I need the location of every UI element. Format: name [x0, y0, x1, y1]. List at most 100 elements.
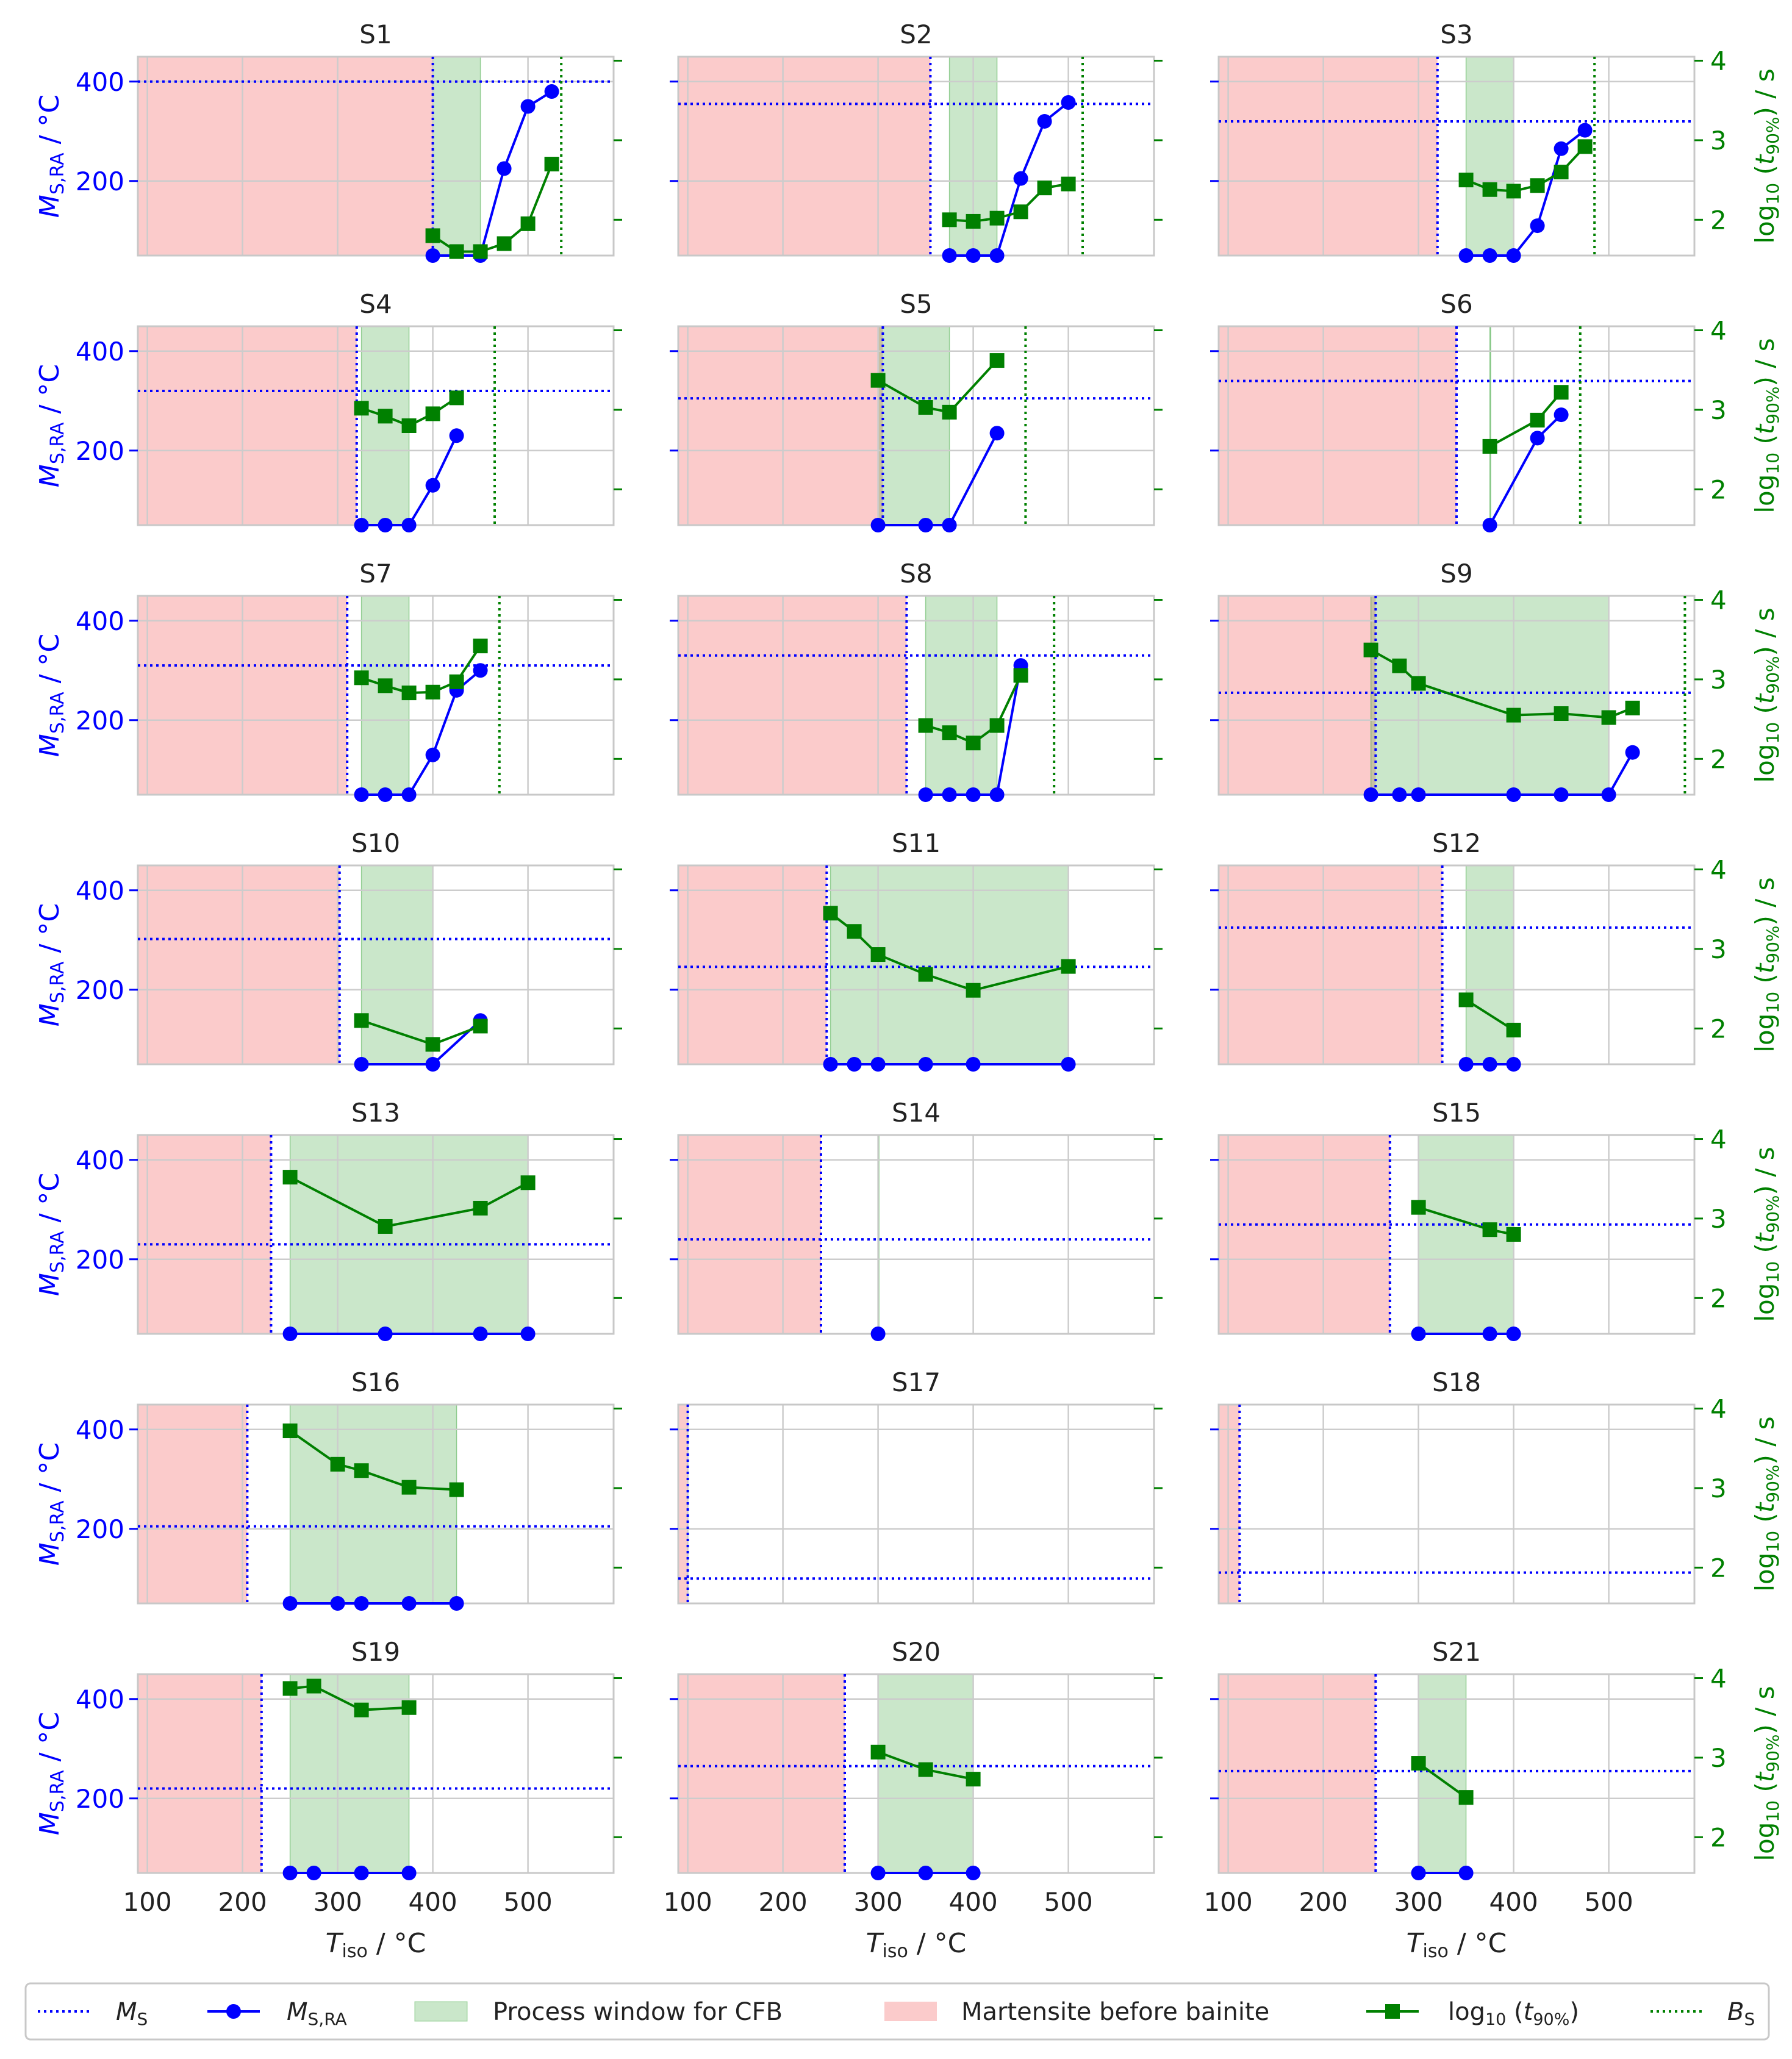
- left-tick-label: 400: [76, 876, 124, 906]
- martensite-region: [1219, 1674, 1376, 1873]
- process-window: [1417, 1134, 1514, 1334]
- axes-frame: [677, 1134, 1155, 1335]
- msra-point: [847, 1057, 862, 1072]
- msra-point: [449, 1596, 464, 1611]
- msra-series-line: [878, 432, 998, 526]
- panel-s8: S8: [670, 559, 1163, 802]
- msra-point: [1458, 1866, 1474, 1880]
- tlog-point: [1458, 173, 1474, 188]
- tlog-point: [918, 967, 933, 982]
- martensite-region: [678, 1674, 845, 1873]
- tlog-point: [1625, 700, 1640, 715]
- left-axis-label: MS,RA / °C: [34, 903, 68, 1026]
- msra-point: [401, 787, 417, 802]
- msra-point: [425, 478, 440, 493]
- tlog-point: [1061, 959, 1076, 974]
- right-tick-label: 3: [1710, 665, 1727, 695]
- martensite-region: [678, 1405, 688, 1603]
- tlog-point: [918, 1762, 933, 1777]
- tlog-point: [870, 373, 886, 388]
- process-window: [360, 595, 410, 795]
- tlog-point: [918, 400, 933, 415]
- msra-point: [1411, 787, 1426, 802]
- tlog-point: [942, 404, 957, 420]
- msra-point: [966, 1866, 981, 1880]
- process-window: [1465, 56, 1514, 256]
- tlog-point: [449, 244, 464, 259]
- left-tick-label: 400: [76, 1145, 124, 1175]
- martensite-region: [138, 57, 433, 256]
- msra-point: [918, 787, 933, 802]
- msra-point: [942, 248, 957, 263]
- tlog-point: [1482, 182, 1497, 197]
- tlog-point: [1530, 412, 1545, 428]
- panel-title: S18: [1432, 1367, 1481, 1397]
- msra-point: [1013, 171, 1028, 186]
- panel-s15: S15 2 3 4 log10 (t90%) / s: [1210, 1098, 1783, 1341]
- x-axis-label: Tiso / °C: [866, 1928, 967, 1962]
- tlog-point: [1411, 676, 1426, 691]
- process-window: [289, 1674, 410, 1874]
- msra-point: [1554, 407, 1569, 423]
- msra-point: [1037, 113, 1052, 129]
- x-tick-label: 100: [1204, 1887, 1253, 1917]
- tlog-point: [1013, 668, 1028, 683]
- right-tick-label: 2: [1710, 744, 1727, 774]
- msra-point: [425, 248, 440, 263]
- tlog-point: [1482, 439, 1497, 454]
- axes-frame: [137, 56, 615, 257]
- x-tick-label: 300: [314, 1887, 362, 1917]
- right-tick-label: 2: [1710, 205, 1727, 235]
- panel-s2: S2: [670, 20, 1163, 263]
- panel-title: S1: [359, 20, 392, 49]
- tlog-series-line: [1417, 1762, 1467, 1799]
- msra-point: [918, 1866, 933, 1880]
- panel-s6: S6 2 3 4 log10 (t90%) / s: [1210, 289, 1783, 532]
- martensite-region: [138, 1674, 262, 1873]
- process-window: [289, 1404, 457, 1604]
- process-window: [360, 865, 434, 1065]
- right-axis-label: log10 (t90%) / s: [1750, 1686, 1783, 1861]
- panel-title: S16: [351, 1367, 400, 1397]
- right-axis-label: log10 (t90%) / s: [1750, 877, 1783, 1052]
- panel-title: S8: [900, 559, 932, 589]
- left-tick-label: 200: [76, 1514, 124, 1544]
- msra-point: [918, 1057, 933, 1072]
- right-tick-label: 2: [1710, 474, 1727, 504]
- panel-title: S21: [1432, 1637, 1481, 1667]
- tlog-point: [1013, 204, 1028, 220]
- tlog-point: [425, 406, 440, 421]
- msra-point: [354, 787, 369, 802]
- legend-martensite-label: Martensite before bainite: [961, 1998, 1269, 2026]
- msra-point: [282, 1866, 298, 1880]
- panel-s9: S9 2 3 4 log10 (t90%) / s: [1210, 559, 1783, 802]
- msra-point: [401, 518, 417, 532]
- msra-point: [354, 1596, 369, 1611]
- left-axis-label: MS,RA / °C: [34, 364, 68, 487]
- right-axis-label: log10 (t90%) / s: [1750, 68, 1783, 243]
- panel-title: S7: [359, 559, 392, 589]
- panel-s4: S4 200 400 MS,RA / °C: [34, 289, 622, 532]
- tlog-series-line: [289, 1176, 529, 1228]
- process-window: [925, 595, 998, 795]
- tlog-point: [989, 718, 1005, 733]
- tlog-point: [354, 401, 369, 416]
- panel-title: S14: [892, 1098, 941, 1128]
- msra-point: [449, 428, 464, 443]
- tlog-point: [1061, 176, 1076, 192]
- process-window: [1489, 326, 1491, 526]
- martensite-region: [1219, 1135, 1390, 1334]
- msra-point: [918, 518, 933, 532]
- tlog-point: [354, 1702, 369, 1717]
- panel-s19: S19 200 400 MS,RA / °C 100 200 300 400 500 Tiso /…: [34, 1637, 622, 1962]
- panel-title: S19: [351, 1637, 400, 1667]
- msra-point: [870, 518, 886, 532]
- right-tick-label: 3: [1710, 126, 1727, 156]
- panel-title: S15: [1432, 1098, 1481, 1128]
- x-tick-label: 500: [504, 1887, 553, 1917]
- tlog-point: [401, 1700, 417, 1715]
- panel-s7: S7 200 400 MS,RA / °C: [34, 559, 622, 802]
- martensite-region: [138, 865, 340, 1064]
- x-tick-label: 200: [759, 1887, 808, 1917]
